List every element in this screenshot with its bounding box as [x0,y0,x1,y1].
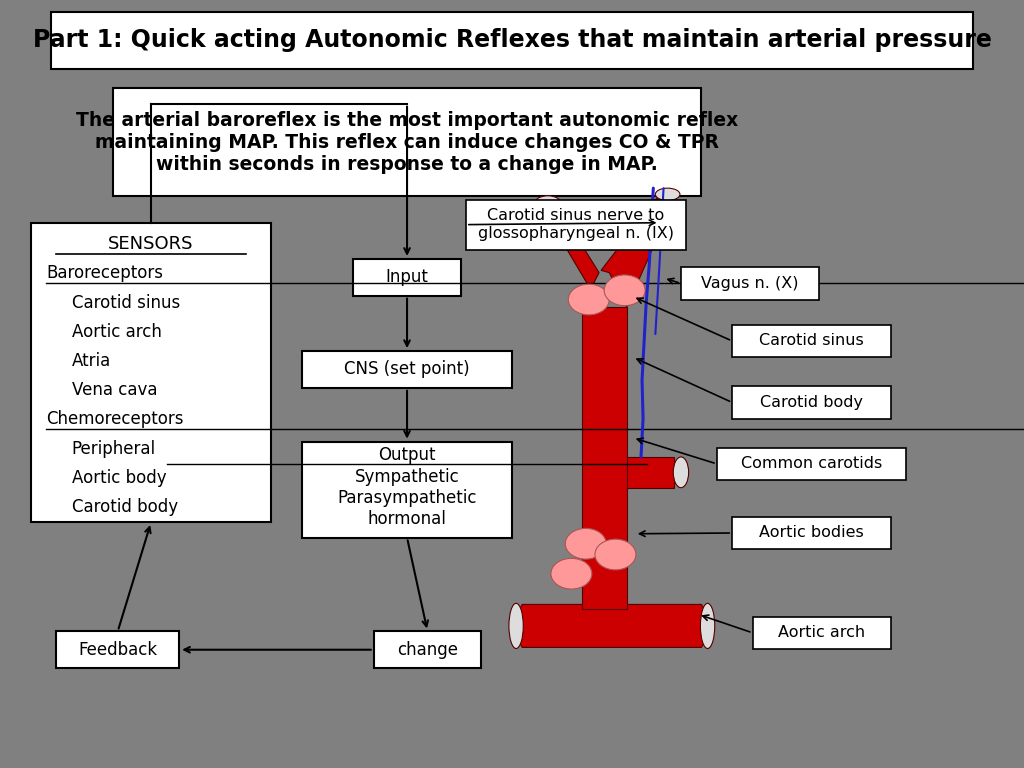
FancyBboxPatch shape [353,259,461,296]
Ellipse shape [674,457,688,488]
Circle shape [565,528,606,559]
Polygon shape [510,604,714,647]
Text: Feedback: Feedback [78,641,158,659]
FancyBboxPatch shape [302,351,512,388]
Text: Carotid body: Carotid body [72,498,178,516]
Text: Aortic arch: Aortic arch [778,625,865,641]
FancyBboxPatch shape [732,517,891,549]
FancyBboxPatch shape [681,267,819,300]
Polygon shape [540,204,599,307]
FancyBboxPatch shape [302,442,512,538]
Text: Chemoreceptors: Chemoreceptors [46,410,183,429]
Text: The arterial baroreflex is the most important autonomic reflex
maintaining MAP. : The arterial baroreflex is the most impo… [76,111,738,174]
Polygon shape [601,196,676,307]
Text: Peripheral: Peripheral [72,439,156,458]
FancyBboxPatch shape [466,200,686,250]
Text: Baroreceptors: Baroreceptors [46,264,163,283]
Ellipse shape [536,196,560,208]
FancyBboxPatch shape [717,448,906,480]
Ellipse shape [655,188,680,200]
Text: Common carotids: Common carotids [741,456,882,472]
FancyBboxPatch shape [56,631,179,668]
FancyBboxPatch shape [374,631,481,668]
Text: Input: Input [386,268,428,286]
Text: Carotid sinus: Carotid sinus [72,293,180,312]
Text: SENSORS: SENSORS [109,235,194,253]
Polygon shape [582,307,627,609]
Polygon shape [627,457,674,488]
Circle shape [604,275,645,306]
Ellipse shape [509,604,523,648]
Circle shape [551,558,592,589]
FancyBboxPatch shape [113,88,701,196]
Text: Aortic bodies: Aortic bodies [759,525,864,541]
Text: Vena cava: Vena cava [72,381,157,399]
Text: Atria: Atria [72,352,111,370]
Text: hormonal: hormonal [368,511,446,528]
FancyBboxPatch shape [753,617,891,649]
Text: Sympathetic: Sympathetic [354,468,460,486]
Circle shape [595,539,636,570]
Text: Vagus n. (X): Vagus n. (X) [701,276,799,291]
Text: Part 1: Quick acting Autonomic Reflexes that maintain arterial pressure: Part 1: Quick acting Autonomic Reflexes … [33,28,991,52]
Text: Carotid sinus nerve to
glossopharyngeal n. (IX): Carotid sinus nerve to glossopharyngeal … [478,208,674,241]
Text: Aortic body: Aortic body [72,468,166,487]
Text: Carotid sinus: Carotid sinus [759,333,864,349]
Text: change: change [397,641,458,659]
Text: Aortic arch: Aortic arch [72,323,162,341]
FancyBboxPatch shape [732,386,891,419]
FancyBboxPatch shape [732,325,891,357]
Text: Carotid body: Carotid body [760,395,863,410]
Circle shape [568,284,609,315]
FancyBboxPatch shape [51,12,973,69]
FancyBboxPatch shape [31,223,271,522]
Text: Output: Output [378,446,436,465]
Text: CNS (set point): CNS (set point) [344,360,470,379]
Text: Parasympathetic: Parasympathetic [337,489,477,507]
Ellipse shape [700,604,715,648]
